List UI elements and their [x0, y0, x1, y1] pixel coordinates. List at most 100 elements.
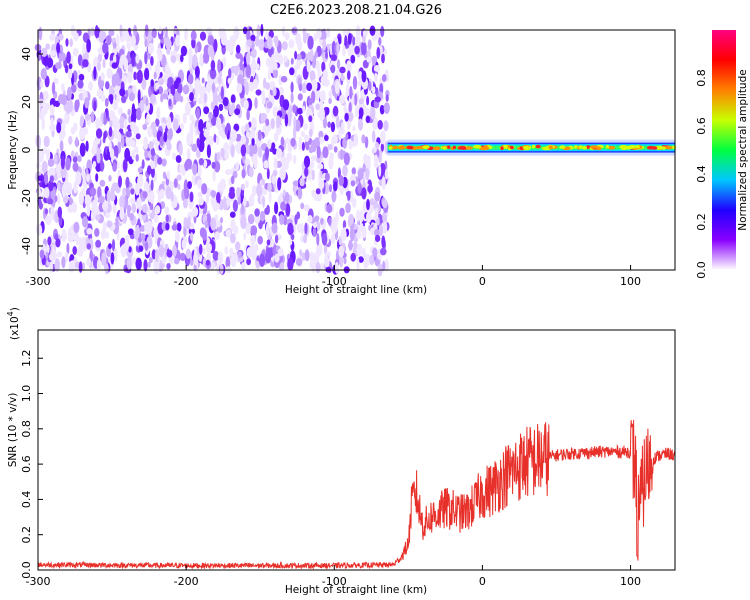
noise-cell: [167, 76, 174, 87]
noise-cell: [224, 126, 229, 136]
noise-cell: [246, 109, 250, 121]
noise-cell: [149, 160, 156, 170]
noise-cell: [61, 83, 65, 92]
noise-cell: [341, 128, 345, 135]
signal-peak: [500, 146, 504, 150]
snr-y-scale-base: (x10: [9, 316, 21, 340]
noise-cell: [147, 165, 152, 176]
noise-cell: [54, 258, 60, 272]
signal-peak: [422, 145, 430, 149]
noise-cell: [273, 35, 279, 44]
noise-cell: [159, 135, 164, 147]
noise-cell: [348, 239, 353, 251]
noise-cell: [384, 168, 389, 180]
noise-cell: [381, 53, 385, 64]
signal-peak: [605, 144, 610, 149]
noise-cell: [352, 76, 358, 90]
noise-cell: [254, 208, 260, 217]
noise-cell: [114, 72, 120, 86]
noise-cell: [210, 217, 217, 231]
noise-cell: [253, 155, 258, 169]
noise-cell: [150, 56, 154, 66]
noise-cell: [342, 165, 348, 177]
noise-cell: [284, 191, 290, 204]
noise-cell: [311, 79, 318, 92]
noise-cell: [313, 252, 318, 265]
noise-cell: [273, 131, 279, 143]
noise-cell: [270, 118, 275, 130]
noise-cell: [128, 92, 135, 102]
noise-cell: [178, 142, 183, 156]
noise-cell: [43, 135, 50, 148]
noise-cell: [265, 118, 270, 127]
noise-cell: [57, 206, 63, 219]
noise-cell: [304, 222, 308, 235]
noise-cell: [347, 70, 351, 80]
noise-cell: [157, 77, 164, 86]
noise-cell: [332, 105, 339, 117]
noise-cell: [312, 227, 317, 238]
signal-peak: [393, 145, 398, 150]
noise-cell: [274, 253, 280, 263]
noise-cell: [236, 83, 243, 94]
noise-cell: [278, 74, 283, 86]
noise-cell: [82, 42, 86, 55]
noise-cell: [199, 31, 207, 41]
noise-cell: [281, 26, 286, 37]
noise-cell: [163, 131, 168, 143]
noise-cell: [154, 205, 161, 215]
noise-cell: [330, 64, 336, 74]
noise-cell: [73, 221, 80, 234]
noise-cell: [118, 116, 126, 129]
noise-cell: [184, 27, 188, 41]
noise-cell: [225, 169, 232, 176]
noise-cell: [378, 164, 382, 177]
spectrogram-y-tick-label: -40: [20, 237, 33, 255]
noise-cell: [322, 38, 327, 51]
noise-cell: [362, 29, 368, 37]
signal-peak: [531, 144, 536, 149]
noise-cell: [150, 147, 155, 157]
noise-cell: [252, 65, 256, 77]
noise-cell: [201, 183, 208, 195]
noise-cell: [309, 70, 316, 82]
noise-cell: [244, 158, 250, 166]
noise-cell: [109, 94, 114, 105]
noise-cell: [287, 222, 294, 235]
noise-cell: [153, 71, 157, 80]
noise-cell: [228, 106, 234, 116]
noise-cell: [272, 86, 277, 97]
noise-cell: [290, 81, 294, 94]
noise-cell: [153, 214, 159, 223]
noise-cell: [110, 192, 116, 202]
noise-cell: [166, 115, 172, 130]
noise-cell: [358, 118, 363, 131]
noise-cell: [202, 247, 206, 255]
noise-cell: [234, 108, 241, 116]
noise-cell: [261, 179, 266, 186]
noise-cell: [150, 192, 154, 205]
noise-cell: [350, 180, 356, 187]
noise-cell: [97, 53, 103, 63]
noise-cell: [340, 228, 347, 242]
noise-cell: [156, 106, 161, 120]
signal-peak: [662, 146, 666, 150]
colorbar: 0.0 0.2 0.4 0.6 0.8 Normalized spectral ampl…: [695, 30, 749, 279]
noise-cell: [255, 243, 259, 252]
noise-cell: [125, 131, 132, 138]
noise-cell: [358, 98, 364, 105]
noise-cell: [336, 59, 341, 70]
noise-cell: [359, 209, 363, 223]
noise-cell: [289, 238, 293, 246]
snr-x-tick-label: 100: [620, 575, 641, 588]
noise-cell: [68, 99, 73, 113]
noise-cell: [235, 44, 241, 54]
noise-cell: [298, 136, 303, 150]
noise-cell: [357, 256, 364, 263]
noise-cell: [378, 37, 382, 46]
noise-cell: [96, 153, 101, 164]
noise-cell: [371, 130, 376, 143]
noise-cell: [356, 209, 361, 222]
signal-peak: [483, 145, 488, 149]
noise-cell: [95, 214, 101, 221]
